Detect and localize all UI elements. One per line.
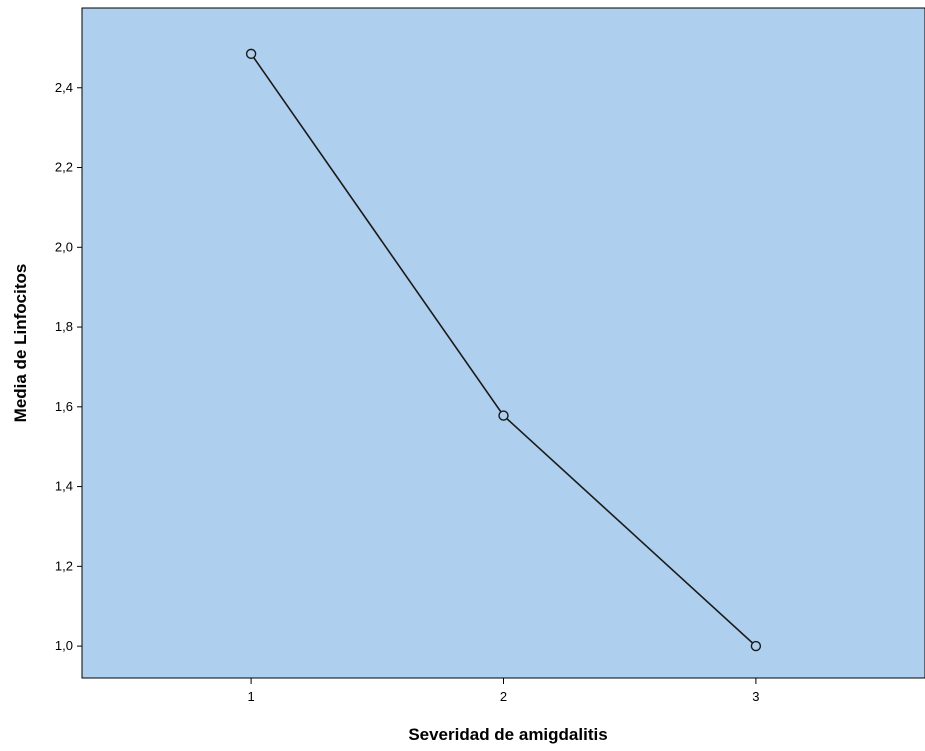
y-tick-label: 1,8 — [55, 319, 73, 334]
y-tick-label: 1,6 — [55, 399, 73, 414]
plot-area — [81, 7, 925, 679]
x-tick-label: 1 — [247, 689, 254, 704]
x-tick-label: 3 — [752, 689, 759, 704]
y-tick-label: 2,0 — [55, 239, 73, 254]
y-axis-label: Media de Linfocitos — [11, 264, 30, 423]
data-point-marker — [750, 640, 762, 652]
data-point-marker — [498, 410, 509, 421]
series-group — [245, 48, 762, 652]
y-tick-label: 1,4 — [55, 479, 73, 494]
y-axis-ticks: 1,0 1,2 1,4 1,6 1,8 2,0 2,2 2,4 — [55, 80, 82, 653]
x-tick-label: 2 — [500, 689, 507, 704]
y-tick-label: 1,2 — [55, 558, 73, 573]
y-tick-label: 1,0 — [55, 638, 73, 653]
x-axis-label: Severidad de amigdalitis — [408, 725, 607, 744]
y-tick-label: 2,2 — [55, 160, 73, 175]
data-point-marker — [245, 48, 257, 60]
x-axis-ticks: 1 2 3 — [247, 678, 760, 704]
y-tick-label: 2,4 — [55, 80, 73, 95]
